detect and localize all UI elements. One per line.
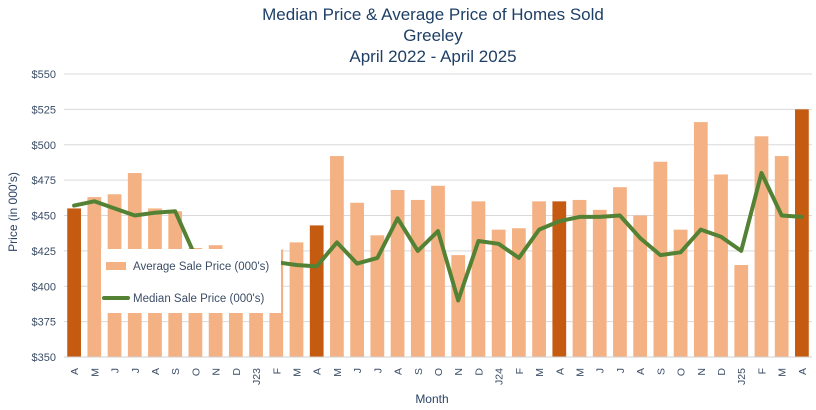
x-tick-label: O (433, 368, 445, 376)
bar-average-29 (653, 161, 668, 357)
x-tick-label: N (453, 368, 465, 376)
x-tick-label: O (676, 368, 688, 376)
x-tick-label: F (756, 368, 768, 374)
x-tick-label: J (352, 368, 364, 373)
bar-average-33 (734, 265, 749, 357)
bar-average-20 (471, 201, 486, 357)
x-tick-label: N (211, 368, 223, 376)
bar-average-24 (552, 201, 567, 357)
y-tick-label: $400 (32, 281, 56, 293)
bar-average-28 (633, 215, 648, 357)
bar-average-30 (673, 229, 688, 357)
bar-average-0 (67, 208, 81, 357)
legend-swatch-average (106, 262, 126, 270)
x-tick-label: J24 (494, 368, 506, 385)
x-tick-label: A (393, 368, 405, 375)
x-tick-label: M (534, 368, 546, 377)
x-tick-label: D (716, 368, 728, 376)
chart-title-line-3: April 2022 - April 2025 (349, 47, 516, 66)
bar-average-36 (795, 109, 809, 357)
y-tick-label: $500 (32, 140, 56, 152)
x-tick-label: M (89, 368, 101, 377)
x-tick-label: M (777, 368, 789, 377)
legend: Average Sale Price (000's) Median Sale P… (101, 249, 281, 313)
bar-average-15 (370, 235, 385, 357)
x-tick-label: M (575, 368, 587, 377)
bar-average-25 (572, 199, 587, 357)
bar-average-19 (451, 255, 466, 357)
bar-average-1 (87, 197, 102, 357)
x-tick-label: J (615, 368, 627, 373)
chart-title-line-1: Median Price & Average Price of Homes So… (262, 5, 604, 24)
y-axis-ticks: $350 $375 $400 $425 $450 $475 $500 $525 $550 (32, 69, 56, 364)
x-tick-label: J (372, 368, 384, 373)
x-tick-label: J (130, 368, 142, 373)
x-tick-label: M (291, 368, 303, 377)
x-tick-label: O (190, 368, 202, 376)
y-tick-label: $475 (32, 175, 56, 187)
bar-average-27 (613, 187, 627, 357)
x-tick-label: D (473, 368, 485, 376)
x-axis-ticks: A M J J A S O N D J23 F M A M J J A S O N D J24 F M A M J J A S O N D J25… (69, 368, 809, 385)
y-tick-label: $450 (32, 211, 56, 223)
x-tick-label: A (69, 368, 81, 375)
y-tick-label: $550 (32, 69, 56, 81)
bar-average-23 (532, 201, 546, 357)
legend-label-median: Median Sale Price (000's) (133, 293, 264, 305)
x-tick-label: D (231, 368, 243, 376)
y-tick-label: $375 (32, 317, 56, 329)
x-tick-label: A (635, 368, 647, 375)
x-tick-label: S (413, 368, 425, 375)
legend-background (101, 249, 281, 313)
y-axis-label: Price (in 000's) (6, 172, 20, 252)
x-tick-label: F (271, 368, 283, 374)
x-tick-label: J25 (736, 368, 748, 385)
bar-average-21 (491, 229, 506, 357)
x-tick-label: S (655, 368, 667, 375)
bar-average-26 (592, 209, 607, 357)
chart-title-line-2: Greeley (403, 26, 463, 45)
x-tick-label: N (696, 368, 708, 376)
bar-average-35 (774, 156, 789, 357)
x-tick-label: A (554, 368, 566, 375)
bar-average-32 (714, 174, 728, 357)
x-axis-label: Month (415, 392, 448, 406)
x-tick-label: M (332, 368, 344, 377)
x-tick-label: S (170, 368, 182, 375)
bar-average-17 (410, 199, 425, 357)
x-tick-label: J23 (251, 368, 263, 385)
bar-average-22 (511, 228, 526, 357)
x-tick-label: J (110, 368, 122, 373)
x-tick-label: A (797, 368, 809, 375)
bar-average-31 (693, 122, 708, 357)
bar-average-11 (289, 242, 304, 357)
bar-average-34 (754, 136, 769, 357)
bar-average-16 (390, 190, 405, 357)
x-tick-label: F (514, 368, 526, 374)
bar-average-18 (431, 185, 445, 357)
x-tick-label: J (595, 368, 607, 373)
bar-average-13 (330, 156, 344, 357)
bar-average-12 (309, 225, 324, 357)
y-tick-label: $350 (32, 352, 56, 364)
bar-average-14 (350, 202, 365, 357)
legend-label-average: Average Sale Price (000's) (133, 261, 269, 273)
x-tick-label: A (312, 368, 324, 375)
x-tick-label: A (150, 368, 162, 375)
y-tick-label: $425 (32, 246, 56, 258)
y-tick-label: $525 (32, 104, 56, 116)
